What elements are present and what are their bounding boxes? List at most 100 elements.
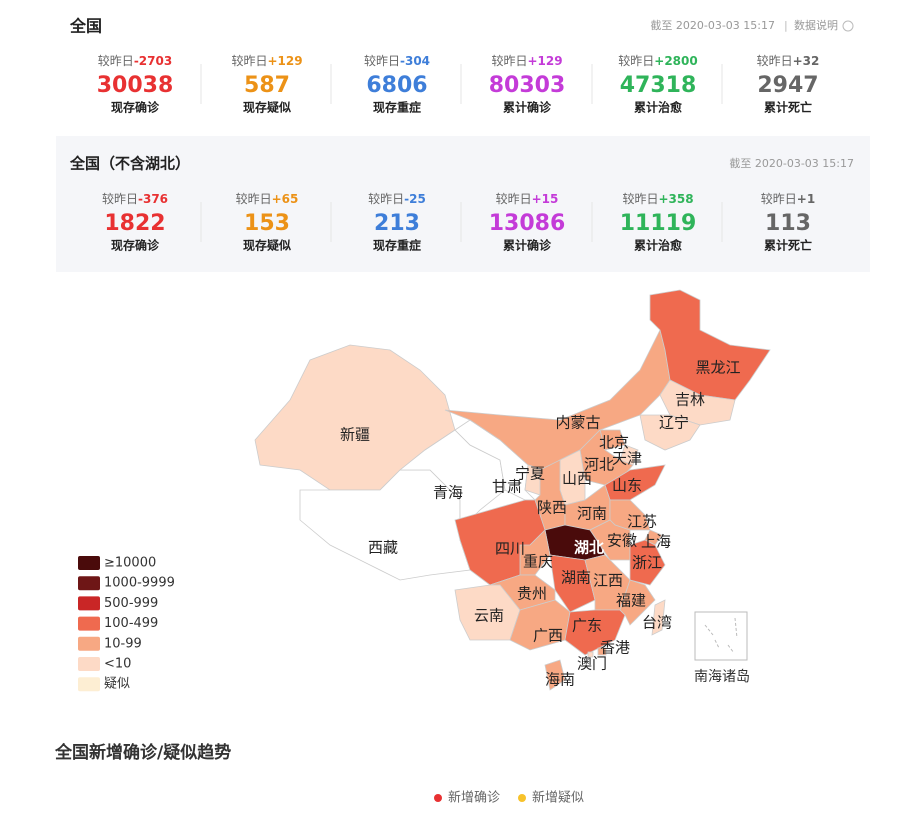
legend-swatch (78, 556, 100, 570)
map-legend: ≥10000 1000-9999 500-999 100-499 10-99 <10 疑似 (78, 556, 175, 692)
change-line: 较昨日+32 (757, 53, 820, 68)
legend-swatch (78, 596, 100, 611)
legend-label: 疑似 (104, 676, 130, 692)
legend-label[interactable]: 新增疑似 (532, 790, 584, 806)
change-prefix: 较昨日 (757, 53, 793, 68)
legend-label: 100-499 (104, 616, 158, 631)
legend-label: ≥10000 (104, 556, 156, 571)
province-label: 河北 (584, 456, 614, 474)
province-label: 浙江 (632, 554, 662, 572)
province-label: 山西 (562, 470, 592, 488)
province-label: 澳门 (577, 655, 607, 673)
legend-label[interactable]: 新增确诊 (448, 790, 500, 806)
province-label: 辽宁 (659, 414, 689, 432)
change-line: 较昨日-376 (102, 191, 168, 206)
province[interactable] (544, 659, 566, 691)
change-line: 较昨日+1 (761, 191, 815, 206)
change-value: +32 (793, 54, 820, 68)
province[interactable] (629, 539, 666, 586)
change-prefix: 较昨日 (618, 53, 654, 68)
province[interactable] (444, 328, 671, 471)
province-label: 广东 (572, 617, 602, 635)
province[interactable] (597, 647, 607, 656)
stat-value: 587 (244, 73, 290, 98)
province-label: 内蒙古 (555, 414, 600, 432)
change-prefix: 较昨日 (368, 191, 404, 206)
stat-label: 累计死亡 (764, 238, 812, 253)
province[interactable] (587, 651, 594, 658)
province-label: 江西 (593, 572, 623, 590)
province-label: 甘肃 (492, 478, 522, 496)
change-line: 较昨日-25 (368, 191, 426, 206)
updated-time: 截至 2020-03-03 15:17 (729, 156, 854, 170)
province[interactable] (579, 429, 634, 486)
change-value: +65 (272, 192, 299, 206)
province[interactable] (659, 379, 736, 426)
change-line: 较昨日+65 (236, 191, 299, 206)
change-value: +15 (532, 192, 559, 206)
inset-box (694, 611, 748, 661)
stat-value: 13086 (489, 211, 566, 236)
stat-label: 现存重症 (373, 238, 421, 253)
legend-swatch (78, 636, 100, 651)
province-label: 上海 (641, 533, 671, 551)
province-label: 湖南 (561, 569, 591, 587)
province-label: 重庆 (523, 553, 553, 571)
province-label: 吉林 (675, 391, 705, 409)
section-title: 全国 (69, 17, 102, 36)
legend-swatch (78, 677, 100, 692)
stat-value: 47318 (620, 73, 697, 98)
change-line: 较昨日+129 (231, 53, 302, 68)
change-prefix: 较昨日 (236, 191, 272, 206)
stat-value: 213 (374, 211, 420, 236)
legend-dot[interactable] (518, 794, 526, 802)
legend-label: <10 (104, 657, 131, 672)
section-title: 全国（不含湖北） (69, 155, 190, 173)
province[interactable] (649, 289, 771, 401)
province-label: 海南 (545, 671, 575, 689)
legend-label: 500-999 (104, 596, 158, 611)
change-line: 较昨日+2800 (618, 53, 697, 68)
note-link[interactable]: 数据说明 (794, 18, 838, 32)
stat-value: 113 (765, 211, 811, 236)
province-label: 青海 (433, 484, 463, 502)
stat-label: 累计确诊 (503, 100, 552, 115)
inset-label: 南海诸岛 (694, 669, 750, 685)
province-label: 黑龙江 (695, 359, 740, 377)
province-label: 陕西 (537, 499, 567, 517)
province-label: 湖北 (574, 539, 604, 557)
province-label: 天津 (612, 450, 642, 468)
province[interactable] (619, 579, 656, 626)
change-value: +129 (267, 54, 302, 68)
change-line: 较昨日-304 (364, 53, 430, 68)
stat-value: 6806 (366, 73, 427, 98)
change-value: -304 (400, 54, 430, 68)
province-label: 河南 (577, 505, 607, 523)
province[interactable] (651, 599, 666, 636)
help-icon[interactable] (842, 20, 854, 32)
province-label: 西藏 (368, 539, 398, 557)
separator: | (784, 19, 788, 32)
province[interactable] (639, 414, 701, 451)
legend-label: 10-99 (104, 636, 142, 651)
province-label: 安徽 (607, 532, 637, 550)
change-line: 较昨日-2703 (98, 53, 172, 68)
province-label: 云南 (474, 607, 504, 625)
change-line: 较昨日+15 (496, 191, 559, 206)
legend-swatch (78, 657, 100, 671)
stat-value: 30038 (97, 73, 174, 98)
province[interactable] (564, 609, 626, 656)
stat-value: 80303 (489, 73, 566, 98)
province[interactable] (549, 554, 596, 613)
change-prefix: 较昨日 (496, 191, 532, 206)
stat-label: 累计确诊 (503, 238, 552, 253)
legend-swatch (78, 616, 100, 631)
trend-legend: 新增确诊 新增疑似 (434, 790, 584, 806)
change-value: +129 (527, 54, 562, 68)
change-line: 较昨日+129 (491, 53, 562, 68)
province-label: 广西 (533, 627, 563, 645)
legend-dot[interactable] (434, 794, 442, 802)
change-value: +358 (658, 192, 693, 206)
